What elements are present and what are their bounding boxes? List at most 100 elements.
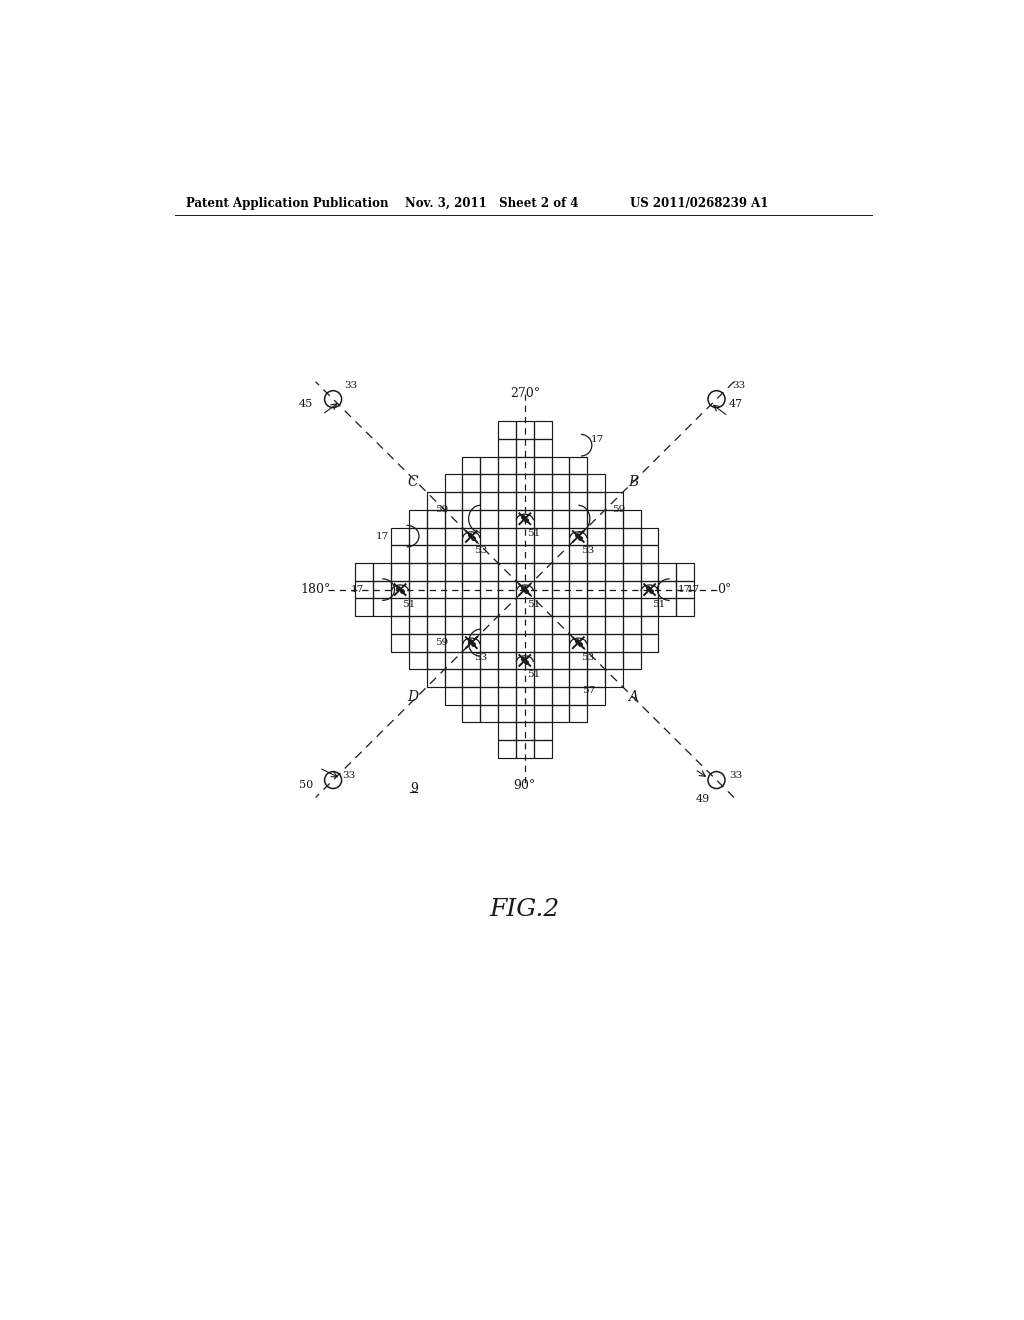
Bar bbox=[552, 545, 569, 564]
Text: 51: 51 bbox=[402, 599, 416, 609]
Bar bbox=[463, 545, 480, 564]
Bar bbox=[480, 457, 498, 474]
Bar bbox=[409, 581, 427, 598]
Bar bbox=[641, 564, 658, 581]
Bar bbox=[534, 564, 552, 581]
Bar bbox=[498, 705, 516, 722]
Bar bbox=[534, 652, 552, 669]
Bar bbox=[516, 741, 534, 758]
Bar bbox=[463, 581, 480, 598]
Bar bbox=[374, 564, 391, 581]
Bar bbox=[623, 598, 641, 616]
Bar bbox=[605, 492, 623, 510]
Bar bbox=[569, 492, 587, 510]
Bar bbox=[463, 598, 480, 616]
Bar bbox=[534, 705, 552, 722]
Bar bbox=[623, 616, 641, 634]
Bar bbox=[623, 528, 641, 545]
Bar bbox=[552, 457, 569, 474]
Bar bbox=[409, 510, 427, 528]
Text: US 2011/0268239 A1: US 2011/0268239 A1 bbox=[630, 197, 769, 210]
Bar bbox=[444, 474, 463, 492]
Bar bbox=[552, 474, 569, 492]
Bar bbox=[605, 669, 623, 686]
Bar bbox=[480, 686, 498, 705]
Bar bbox=[605, 634, 623, 652]
Text: 57: 57 bbox=[583, 686, 595, 694]
Bar bbox=[480, 581, 498, 598]
Bar bbox=[587, 564, 605, 581]
Bar bbox=[480, 634, 498, 652]
Bar bbox=[427, 634, 444, 652]
Bar bbox=[480, 598, 498, 616]
Bar bbox=[480, 474, 498, 492]
Bar bbox=[676, 598, 694, 616]
Bar bbox=[463, 634, 480, 652]
Bar bbox=[391, 598, 409, 616]
Bar bbox=[498, 528, 516, 545]
Bar bbox=[552, 598, 569, 616]
Bar bbox=[427, 528, 444, 545]
Bar bbox=[498, 545, 516, 564]
Bar bbox=[587, 528, 605, 545]
Text: 33: 33 bbox=[729, 771, 742, 780]
Bar bbox=[605, 616, 623, 634]
Bar bbox=[391, 581, 409, 598]
Bar bbox=[552, 581, 569, 598]
Bar bbox=[444, 652, 463, 669]
Bar bbox=[534, 686, 552, 705]
Text: 59: 59 bbox=[435, 506, 449, 515]
Bar bbox=[516, 457, 534, 474]
Bar bbox=[516, 634, 534, 652]
Bar bbox=[605, 510, 623, 528]
Bar bbox=[391, 634, 409, 652]
Bar bbox=[534, 598, 552, 616]
Bar bbox=[391, 616, 409, 634]
Bar bbox=[444, 634, 463, 652]
Bar bbox=[552, 634, 569, 652]
Bar bbox=[641, 528, 658, 545]
Bar bbox=[552, 652, 569, 669]
Bar bbox=[534, 457, 552, 474]
Bar bbox=[444, 492, 463, 510]
Bar bbox=[641, 545, 658, 564]
Bar bbox=[569, 598, 587, 616]
Bar bbox=[587, 686, 605, 705]
Bar bbox=[569, 510, 587, 528]
Bar bbox=[534, 440, 552, 457]
Bar bbox=[516, 669, 534, 686]
Bar bbox=[427, 652, 444, 669]
Bar bbox=[552, 510, 569, 528]
Text: Patent Application Publication: Patent Application Publication bbox=[186, 197, 389, 210]
Bar bbox=[498, 686, 516, 705]
Bar bbox=[658, 564, 676, 581]
Bar bbox=[374, 581, 391, 598]
Bar bbox=[498, 457, 516, 474]
Bar bbox=[409, 564, 427, 581]
Bar bbox=[427, 545, 444, 564]
Bar bbox=[641, 598, 658, 616]
Bar bbox=[587, 581, 605, 598]
Text: 0°: 0° bbox=[718, 583, 732, 597]
Bar bbox=[498, 581, 516, 598]
Text: 180°: 180° bbox=[300, 583, 331, 597]
Bar bbox=[534, 669, 552, 686]
Bar bbox=[463, 686, 480, 705]
Bar bbox=[676, 564, 694, 581]
Bar bbox=[623, 634, 641, 652]
Text: 9: 9 bbox=[410, 783, 418, 796]
Bar bbox=[569, 686, 587, 705]
Bar bbox=[444, 564, 463, 581]
Bar bbox=[605, 652, 623, 669]
Bar bbox=[658, 598, 676, 616]
Bar bbox=[480, 564, 498, 581]
Bar bbox=[516, 440, 534, 457]
Bar bbox=[444, 545, 463, 564]
Text: 33: 33 bbox=[344, 380, 357, 389]
Bar bbox=[516, 474, 534, 492]
Bar bbox=[641, 634, 658, 652]
Bar bbox=[587, 634, 605, 652]
Bar bbox=[552, 616, 569, 634]
Text: FIG.2: FIG.2 bbox=[489, 898, 560, 920]
Bar bbox=[463, 457, 480, 474]
